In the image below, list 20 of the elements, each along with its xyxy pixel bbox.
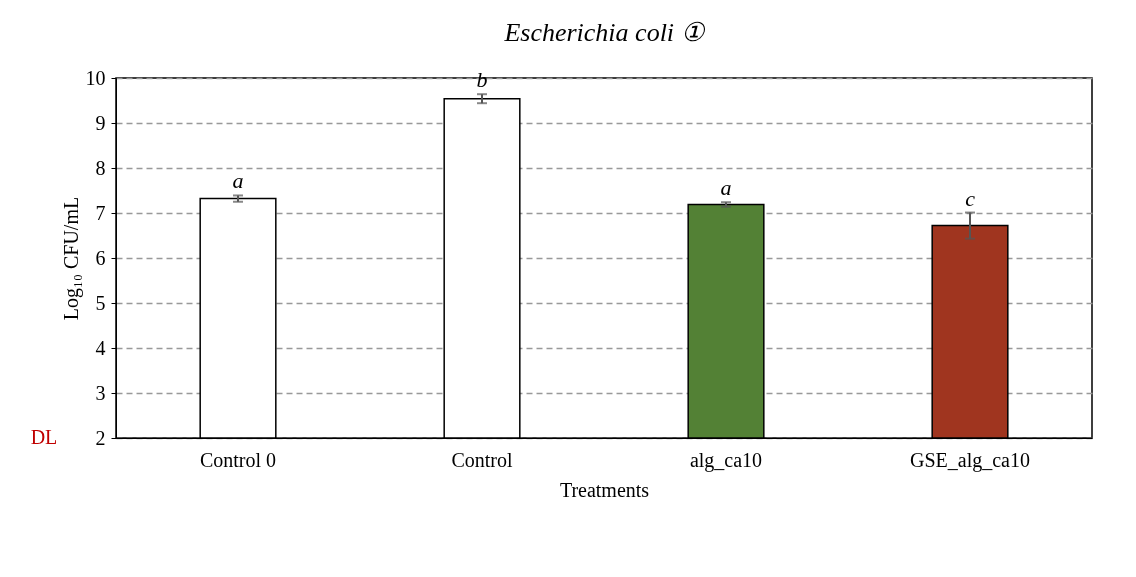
y-axis-title: Log₁₀ CFU/mL — [59, 196, 83, 321]
x-tick-label: GSE_alg_ca10 — [910, 448, 1030, 472]
annotation: a — [232, 168, 244, 194]
x-axis-title: Treatments — [559, 478, 650, 501]
annotation: a — [720, 175, 732, 201]
y-tick-label: 9 — [95, 111, 106, 134]
y-tick-label: 5 — [95, 291, 106, 314]
x-tick-label: Control — [451, 448, 513, 471]
y-tick-label: 7 — [95, 201, 106, 224]
chart-title: Escherichia coli ① — [503, 18, 706, 47]
x-tick-label: alg_ca10 — [689, 448, 763, 472]
y-tick-label: 10 — [85, 66, 106, 89]
y-tick-label: 3 — [95, 381, 106, 404]
x-tick-label: Control 0 — [199, 448, 277, 471]
y-tick-label: 4 — [95, 336, 106, 359]
y-tick-label: 2 — [95, 426, 106, 449]
y-tick-label: 8 — [95, 156, 106, 179]
y-tick-label: 6 — [95, 246, 106, 269]
annotation: c — [965, 185, 976, 211]
text: DL — [30, 426, 58, 448]
